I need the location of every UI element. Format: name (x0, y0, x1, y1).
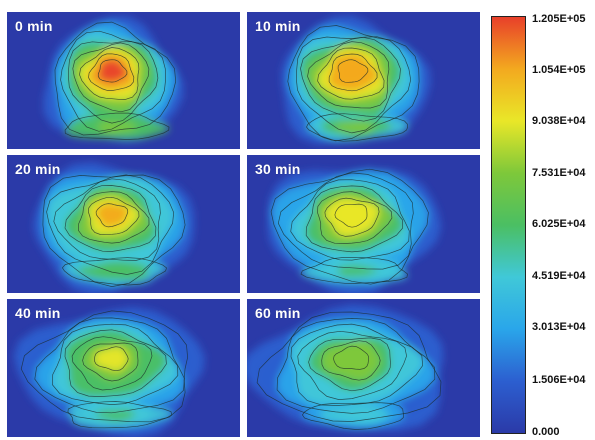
colorbar-gradient (492, 17, 525, 433)
heatmap-plot (7, 155, 240, 293)
contour-line (296, 36, 412, 134)
contour-line (290, 323, 424, 406)
panel-title: 10 min (255, 18, 301, 34)
colorbar-tick-label: 6.025E+04 (532, 218, 586, 230)
contour-line (72, 42, 150, 113)
colorbar-tick-label: 7.531E+04 (532, 167, 586, 179)
contour-line (64, 112, 170, 140)
heatmap-level (96, 203, 128, 227)
contour-line (305, 185, 403, 253)
contour-line (337, 59, 369, 83)
contour-line (300, 36, 401, 122)
contour-line (20, 310, 188, 423)
contour-line (60, 30, 166, 132)
contour-line (297, 330, 407, 400)
contour-line (328, 53, 378, 92)
contour-line (334, 203, 368, 228)
heatmap-level (333, 346, 369, 370)
heatmap-panel-40min: 40 min (7, 299, 240, 437)
contour-line (34, 317, 185, 414)
contour-line (321, 340, 381, 381)
heatmap-panel-10min: 10 min (247, 12, 480, 149)
heatmap-lobe (335, 408, 375, 421)
heatmap-plot (247, 155, 480, 293)
contour-line (317, 191, 393, 244)
contour-line (64, 185, 157, 252)
contour-line (270, 168, 429, 285)
contour-line (54, 21, 177, 136)
contour-line (277, 172, 414, 270)
contour-line (97, 59, 128, 83)
contour-line (301, 402, 404, 430)
contour-line (306, 113, 409, 142)
contour-line (256, 311, 442, 422)
contour-line (287, 25, 420, 142)
contour-line (307, 41, 390, 109)
colorbar (491, 16, 526, 434)
contour-line (68, 41, 159, 124)
contour-line (308, 337, 391, 392)
colorbar-tick-label: 1.054E+05 (532, 64, 586, 76)
contour-line (46, 174, 175, 275)
contour-line (53, 178, 161, 261)
panel-title: 30 min (255, 161, 301, 177)
contour-line (333, 345, 370, 370)
panel-title: 60 min (255, 305, 301, 321)
heatmap-plot (7, 12, 240, 149)
colorbar-tick-label: 1.205E+05 (532, 13, 586, 25)
contour-line (61, 257, 167, 286)
contour-line (88, 196, 140, 236)
heatmap-panel-20min: 20 min (7, 155, 240, 293)
contour-line (78, 191, 150, 244)
heatmap-plot (247, 299, 480, 437)
contour-line (317, 47, 385, 100)
heatmap-level (94, 346, 129, 371)
heatmap-plot (247, 12, 480, 149)
contour-line (67, 401, 173, 429)
heatmap-level (334, 204, 367, 228)
contour-line (79, 47, 140, 100)
contour-line (88, 53, 135, 91)
contour-line (95, 203, 129, 228)
heatmap-panel-60min: 60 min (247, 299, 480, 437)
colorbar-tick-label: 1.506E+04 (532, 374, 586, 386)
heatmap-lobe (337, 265, 378, 277)
heatmap-level (338, 59, 368, 83)
contour-line (71, 336, 153, 391)
contour-line (324, 197, 380, 237)
colorbar-tick-label: 9.038E+04 (532, 115, 586, 127)
contour-line (64, 329, 167, 397)
panel-title: 0 min (15, 18, 53, 34)
contour-line (300, 256, 408, 284)
contour-line (276, 318, 436, 414)
heatmap-level (98, 59, 127, 83)
heatmap-plot (7, 299, 240, 437)
colorbar-fill (492, 17, 525, 433)
contour-line (52, 323, 179, 405)
panel-title: 40 min (15, 305, 61, 321)
panel-title: 20 min (15, 161, 61, 177)
colorbar-tick-label: 0.000 (532, 426, 560, 438)
heatmap-panel-30min: 30 min (247, 155, 480, 293)
heatmap-lobe (94, 265, 136, 277)
colorbar-tick-label: 3.013E+04 (532, 321, 586, 333)
contour-line (42, 174, 186, 287)
contour-line (94, 346, 129, 372)
contour-line (290, 179, 410, 261)
colorbar-tick-label: 4.519E+04 (532, 270, 586, 282)
contour-line (82, 342, 139, 382)
heatmap-panel-0min: 0 min (7, 12, 240, 149)
